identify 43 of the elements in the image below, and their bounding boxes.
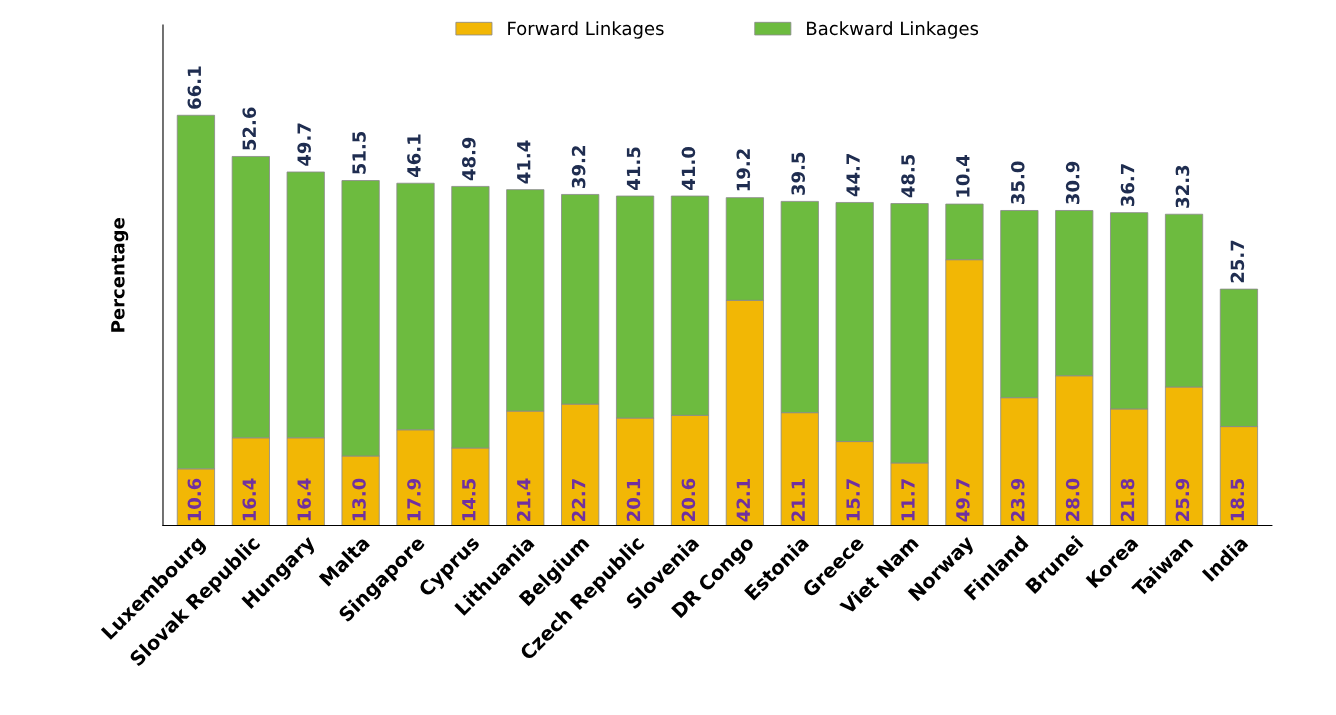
data-label: 15.7 [846, 479, 860, 521]
data-label: 13.0 [352, 478, 366, 521]
data-label: 16.4 [242, 478, 257, 521]
data-label: 46.1 [407, 134, 421, 178]
data-label: 41.4 [517, 140, 531, 184]
data-label: 19.2 [736, 149, 751, 191]
data-label: 10.6 [187, 478, 202, 521]
data-label: 20.6 [681, 478, 696, 521]
data-label: 11.7 [901, 479, 915, 521]
data-label: 17.9 [407, 478, 421, 521]
y-axis-title: Percentage [111, 218, 129, 332]
data-label: 18.5 [1230, 479, 1245, 521]
data-label: 41.5 [626, 147, 641, 190]
data-label: 32.3 [1175, 165, 1190, 208]
data-label: 28.0 [1065, 478, 1080, 521]
data-label: 25.7 [1230, 240, 1245, 283]
data-label: 39.5 [791, 152, 806, 195]
data-label: 21.4 [516, 478, 531, 521]
legend-label: Backward Linkages [807, 21, 979, 39]
data-label: 39.2 [571, 146, 586, 188]
data-label: 42.1 [736, 479, 750, 522]
data-label: 21.1 [791, 479, 805, 521]
legend-label: Forward Linkages [508, 21, 664, 39]
data-label: 20.1 [626, 479, 641, 521]
data-label: 36.7 [1120, 164, 1135, 207]
data-label: 22.7 [571, 479, 586, 521]
data-label: 51.5 [352, 131, 366, 174]
data-label: 52.6 [242, 107, 257, 150]
data-label: 48.9 [461, 137, 476, 181]
data-label: 30.9 [1065, 161, 1080, 204]
data-label: 23.9 [1010, 478, 1025, 521]
data-label: 14.5 [462, 479, 476, 521]
data-label: 16.4 [297, 478, 311, 521]
data-label: 49.7 [956, 479, 970, 522]
data-label: 48.5 [901, 154, 915, 198]
data-label: 49.7 [297, 123, 311, 166]
data-label: 25.9 [1175, 478, 1190, 521]
data-label: 41.0 [681, 147, 696, 190]
data-label: 44.7 [846, 154, 860, 197]
data-label: 21.8 [1120, 478, 1135, 521]
data-label: 66.1 [187, 66, 202, 109]
data-label: 10.4 [956, 155, 970, 197]
data-label: 35.0 [1010, 161, 1025, 204]
